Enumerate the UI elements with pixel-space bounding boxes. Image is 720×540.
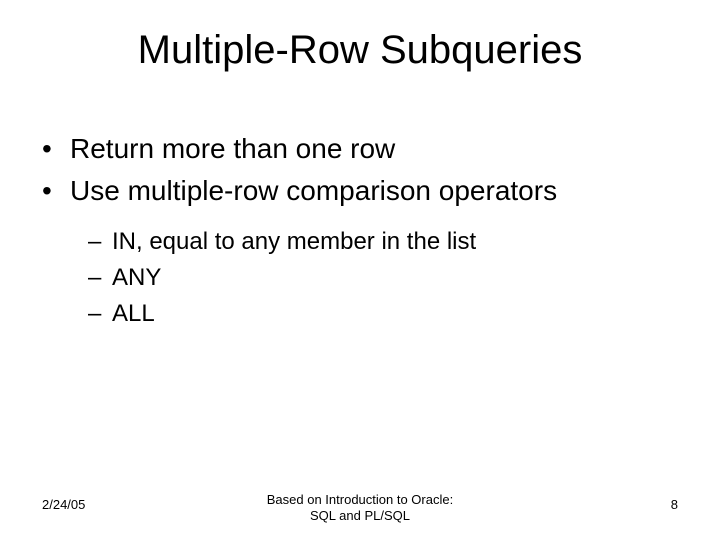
footer-source-line2: SQL and PL/SQL	[310, 508, 410, 523]
sub-bullet-item: IN, equal to any member in the list	[88, 224, 682, 260]
slide-footer: 2/24/05 Based on Introduction to Oracle:…	[0, 488, 720, 528]
sub-bullet-list: IN, equal to any member in the list ANY …	[42, 224, 682, 332]
bullet-list: Return more than one row Use multiple-ro…	[42, 130, 682, 332]
footer-page-number: 8	[671, 497, 678, 512]
slide-title: Multiple-Row Subqueries	[0, 28, 720, 73]
footer-source: Based on Introduction to Oracle: SQL and…	[0, 492, 720, 525]
sub-bullet-item: ANY	[88, 260, 682, 296]
footer-source-line1: Based on Introduction to Oracle:	[267, 492, 453, 507]
bullet-item: Return more than one row	[42, 130, 682, 168]
sub-bullet-item: ALL	[88, 296, 682, 332]
slide: Multiple-Row Subqueries Return more than…	[0, 0, 720, 540]
bullet-item: Use multiple-row comparison operators	[42, 172, 682, 210]
